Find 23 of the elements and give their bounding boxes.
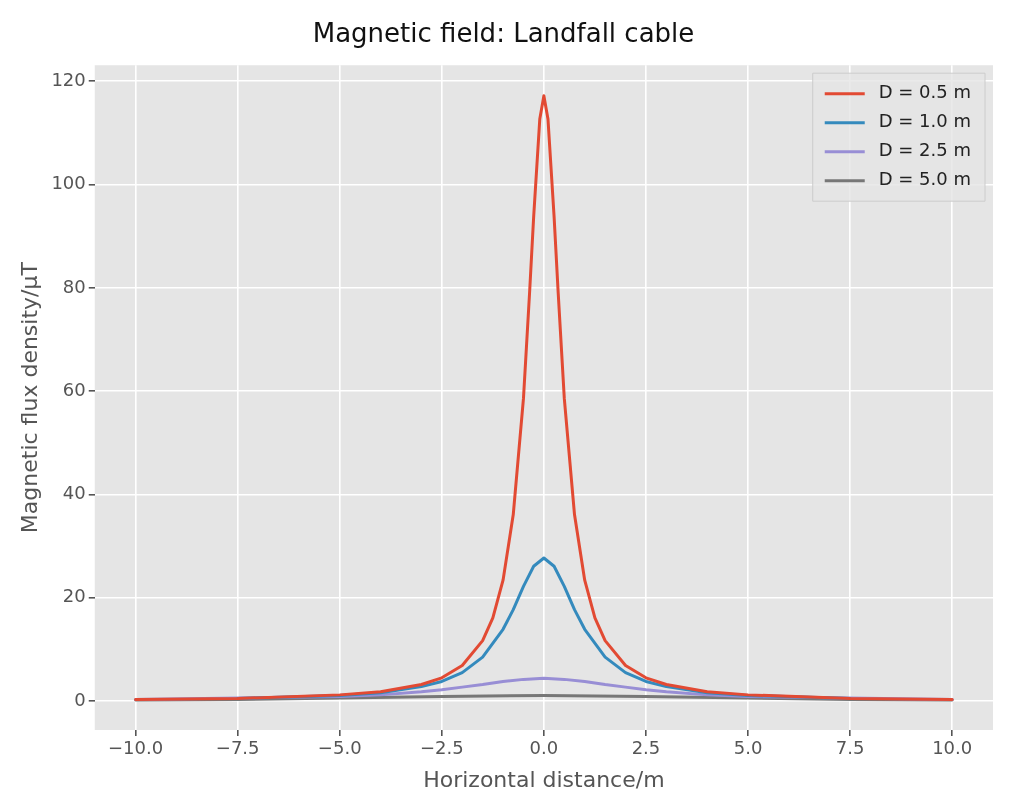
x-tick-label: 7.5 <box>835 737 865 759</box>
x-tick-label: −5.0 <box>317 737 362 759</box>
y-tick-label: 40 <box>62 482 86 504</box>
x-tick-label: 0.0 <box>529 737 559 759</box>
chart-title: Magnetic field: Landfall cable <box>312 18 695 49</box>
x-tick-label: 2.5 <box>631 737 661 759</box>
x-tick-label: 10.0 <box>932 737 973 759</box>
x-tick-label: −7.5 <box>215 737 260 759</box>
legend-label: D = 2.5 m <box>878 139 972 161</box>
y-tick-label: 80 <box>62 275 86 297</box>
y-tick-label: 120 <box>51 68 86 90</box>
y-tick-label: 0 <box>74 688 86 710</box>
legend-label: D = 0.5 m <box>878 81 972 103</box>
legend-label: D = 5.0 m <box>878 168 972 190</box>
y-tick-label: 100 <box>51 172 86 194</box>
legend-label: D = 1.0 m <box>878 110 972 132</box>
y-axis-title: Magnetic flux density/μT <box>16 261 42 534</box>
x-tick-label: −10.0 <box>108 737 164 759</box>
y-tick-label: 20 <box>62 585 86 607</box>
y-tick-label: 60 <box>62 378 86 400</box>
x-axis-title: Horizontal distance/m <box>423 766 665 792</box>
x-tick-label: −2.5 <box>419 737 464 759</box>
x-tick-label: 5.0 <box>733 737 763 759</box>
